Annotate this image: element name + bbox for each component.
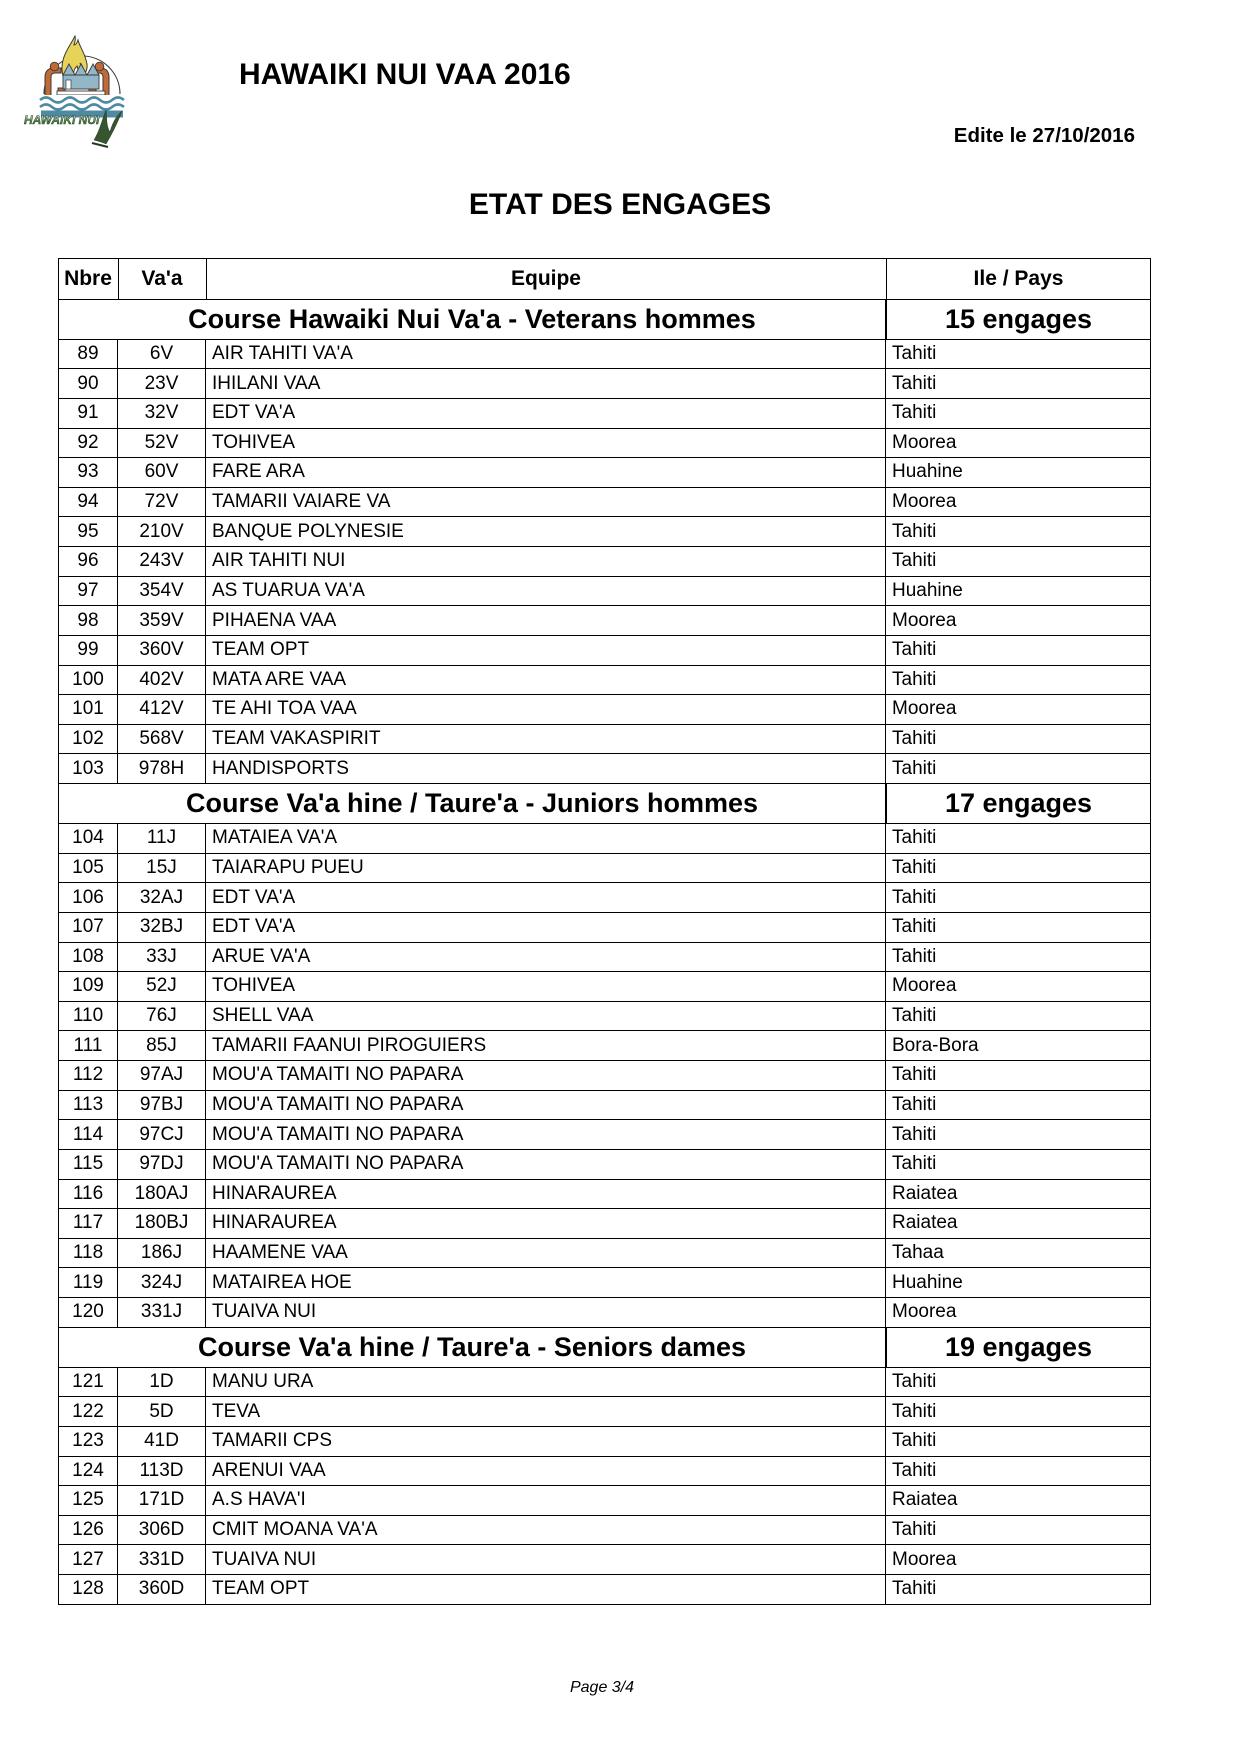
svg-text:HAWAIKI NUI: HAWAIKI NUI <box>24 113 100 127</box>
